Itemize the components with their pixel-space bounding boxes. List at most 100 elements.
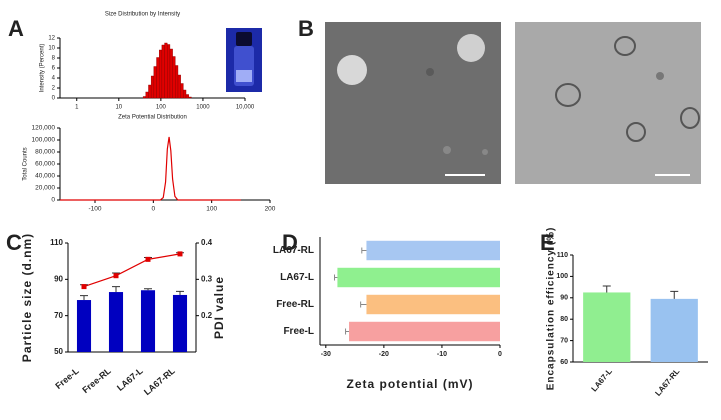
y-tick-label: LA67-L [280,272,314,283]
y-tick-label: 4 [52,76,56,82]
histogram-bar [153,66,157,99]
y-tick-label: 110 [50,238,63,247]
y-axis-label: Encapsulation efficiency (%) [546,227,557,391]
x-tick-label: -30 [321,351,331,358]
bar [337,267,500,288]
y2-axis-label: PDI value [212,276,226,339]
histogram-bar [177,74,181,99]
y-tick-label: 50 [54,347,63,356]
x-tick-label: -100 [88,206,101,213]
data-line [60,136,241,201]
histogram-bar [161,44,165,99]
histogram-bar [188,96,192,99]
y-tick-label: 70 [54,311,63,320]
bar [583,292,631,362]
error-bar [112,286,120,293]
histogram-bar [159,49,163,99]
panel-letter: C [6,230,22,255]
y-tick-label: Free-RL [276,299,314,310]
y2-tick-label: 0.2 [201,311,213,320]
error-bar [345,328,350,335]
bar [76,300,92,352]
y-tick-label: 10 [48,46,55,52]
x-tick-label: 0 [498,351,502,358]
panel-letter: E [540,230,555,255]
y-tick-label: 8 [52,56,56,62]
x-tick-label: 200 [265,206,276,213]
y-tick-label: LA67-RL [273,245,314,256]
y-tick-label: 0 [52,96,56,102]
data-line [83,253,181,288]
y-tick-label: 2 [52,86,56,92]
x-tick-label: 10,000 [236,105,255,111]
histogram-bar [175,65,179,99]
error-bar [361,247,367,254]
y-tick-label: 0 [51,197,55,204]
bar [349,321,500,342]
x-tick-label: 100 [206,206,217,213]
histogram-bar [148,84,152,99]
x-tick-label: LA67-L [590,367,614,394]
error-bar [602,285,611,293]
histogram-bar [150,75,155,99]
histogram-bar [180,83,184,99]
marker [145,256,151,262]
error-bar [176,290,184,295]
error-bar [334,274,338,281]
y-axis-label: Particle size (d.nm) [20,233,34,362]
x-tick-label: LA67-RL [142,365,177,397]
x-axis-label: Zeta potential (mV) [346,377,473,391]
y-tick-label: 12 [48,36,55,42]
error-bar [80,295,88,301]
y-tick-label: 110 [557,252,568,259]
y2-tick-label: 0.4 [201,238,213,247]
x-tick-label: -20 [379,351,389,358]
y-tick-label: 60,000 [35,161,55,168]
x-tick-label: 0 [152,206,156,213]
y2-tick-label: 0.3 [201,274,213,283]
histogram-bar [185,94,189,99]
bar [366,294,500,315]
y-tick-label: 40,000 [35,173,55,180]
histogram-bar [164,42,168,99]
bar [108,292,124,352]
x-tick-label: LA67-L [115,365,145,393]
panel-letter: A [8,16,24,41]
vial-photo [226,28,262,92]
histogram-bar [142,96,146,99]
histogram-bar [183,89,187,99]
x-tick-label: Free-RL [80,365,113,395]
y-tick-label: 100,000 [32,137,56,144]
histogram-bar [169,48,173,99]
histogram-bar [145,91,149,99]
y-tick-label: 20,000 [35,185,55,192]
bar [366,240,500,261]
tem-image [325,22,501,184]
y-tick-label: 120,000 [32,125,56,132]
x-tick-label: 1 [75,105,79,111]
panel-letter: B [298,16,314,41]
y-tick-label: 60 [560,359,568,366]
y-tick-label: 70 [560,337,568,344]
x-tick-label: 1000 [196,105,210,111]
x-tick-label: Free-L [53,365,81,391]
chart-title: Size Distribution by Intensity [105,12,180,18]
error-bar [670,290,679,299]
marker [177,251,183,257]
y-tick-label: Free-L [283,326,314,337]
x-tick-label: 10 [115,105,122,111]
marker [113,273,119,279]
y-tick-label: 100 [556,273,568,280]
histogram-bar [156,57,160,99]
histogram-bar [172,56,176,99]
y-axis-label: Intensity (Percent) [40,44,46,93]
x-tick-label: LA67-RL [653,367,681,398]
bar [140,290,156,352]
y-axis-label: Total Counts [23,147,29,180]
x-tick-label: 100 [156,105,167,111]
y-tick-label: 90 [560,295,568,302]
tem-image [515,22,701,184]
y-tick-label: 80 [560,316,568,323]
bar [650,298,698,362]
